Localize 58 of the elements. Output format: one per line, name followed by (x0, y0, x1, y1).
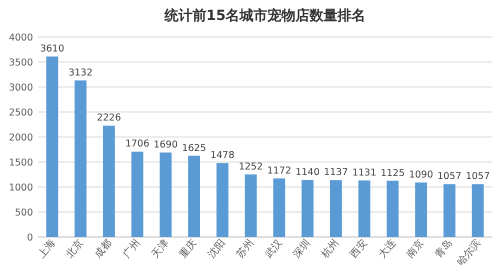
bar (216, 163, 228, 237)
data-label: 1252 (238, 161, 263, 172)
chart-title: 统计前15名城市宠物店数量排名 (163, 7, 366, 24)
data-label: 3132 (68, 67, 93, 78)
y-tick-label: 500 (14, 208, 33, 218)
bar (46, 56, 58, 237)
data-label: 1137 (324, 167, 348, 178)
x-tick-label: 北京 (64, 237, 86, 260)
x-tick-label: 深圳 (290, 237, 313, 260)
y-tick-label: 2000 (8, 132, 33, 144)
y-tick-label: 0 (26, 232, 33, 244)
x-tick-label: 上海 (35, 237, 58, 260)
bar (358, 180, 370, 237)
data-label: 2226 (96, 112, 122, 124)
data-label: 1172 (267, 165, 292, 176)
data-label: 1131 (352, 167, 376, 178)
y-tick-label: 1500 (8, 158, 33, 168)
bar (443, 184, 456, 237)
bar (415, 182, 428, 237)
x-tick-label: 大连 (376, 237, 398, 260)
x-tick-label: 西安 (348, 237, 370, 260)
x-tick-label: 沈阳 (206, 237, 228, 260)
y-tick-label: 3500 (8, 58, 33, 68)
y-tick-label: 4000 (8, 32, 33, 44)
data-label: 1090 (408, 170, 434, 180)
x-tick-label: 天津 (148, 237, 171, 260)
y-tick-label: 2500 (8, 108, 33, 118)
data-label: 1478 (210, 150, 235, 162)
bar (386, 180, 399, 237)
data-label: 3610 (40, 44, 64, 54)
bar (102, 126, 115, 237)
x-tick-label: 苏州 (234, 237, 256, 260)
data-label: 1125 (380, 168, 405, 179)
bar (273, 178, 286, 237)
bar (244, 174, 257, 237)
y-tick-label: 3000 (8, 82, 33, 94)
y-tick-label: 1000 (8, 182, 33, 194)
data-label: 1690 (154, 140, 178, 150)
bar (330, 180, 342, 237)
x-tick-label: 杭州 (318, 237, 342, 262)
x-tick-label: 广州 (120, 237, 143, 260)
x-tick-label: 成都 (92, 237, 114, 260)
data-label: 1625 (182, 142, 206, 154)
bar (188, 156, 200, 237)
bar (302, 180, 314, 237)
data-label: 1706 (125, 138, 150, 150)
data-label: 1057 (437, 171, 462, 182)
data-label: 1140 (295, 167, 320, 178)
x-tick-label: 武汉 (262, 237, 284, 260)
data-label: 1057 (466, 171, 490, 182)
bar (74, 80, 87, 237)
bar (131, 152, 144, 237)
bar (472, 184, 484, 237)
x-tick-label: 哈尔滨 (454, 237, 484, 268)
x-tick-label: 南京 (404, 237, 426, 260)
x-tick-label: 重庆 (177, 237, 200, 260)
x-tick-label: 青岛 (432, 237, 455, 260)
bar (160, 152, 172, 237)
